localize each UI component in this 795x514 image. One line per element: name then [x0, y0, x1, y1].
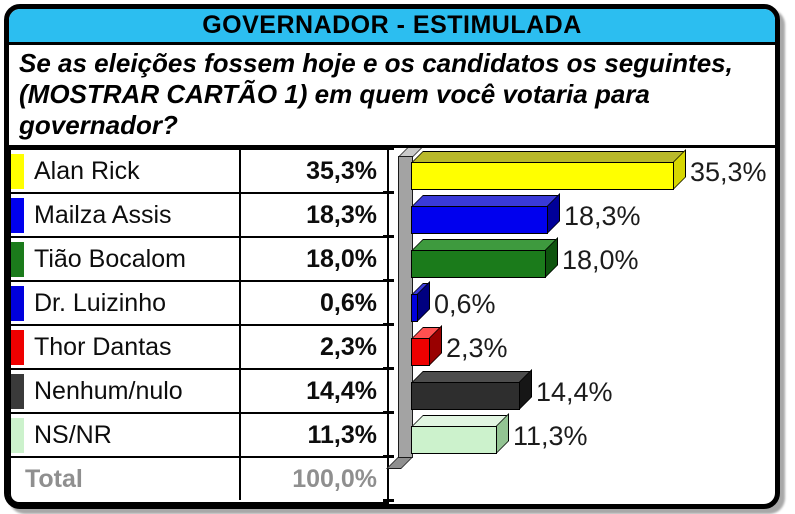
table-row: Thor Dantas 2,3%: [11, 326, 387, 370]
candidate-name: Mailza Assis: [34, 200, 172, 229]
table-row: Dr. Luizinho 0,6%: [11, 282, 387, 326]
candidate-value: 2,3%: [320, 332, 377, 361]
bar-chart: 35,3% 18,3% 18,0% 0,6% 2,3% 14,4% 11,3%: [383, 148, 775, 504]
color-swatch: [11, 197, 24, 233]
candidate-name-cell: Total: [11, 458, 241, 500]
bar: [411, 206, 548, 234]
candidate-name: Nenhum/nulo: [34, 376, 183, 405]
bar-value-label: 2,3%: [446, 333, 508, 363]
color-swatch: [11, 241, 24, 277]
candidate-name: NS/NR: [34, 420, 112, 449]
table-row: Mailza Assis 18,3%: [11, 194, 387, 238]
bar: [411, 338, 430, 366]
color-swatch: [11, 373, 24, 409]
candidate-name: Tião Bocalom: [34, 244, 186, 273]
axis-tick: [383, 235, 394, 238]
candidate-value: 0,6%: [320, 288, 377, 317]
bar-value-label: 18,3%: [564, 201, 641, 231]
bar: [411, 426, 497, 454]
axis-tick: [383, 499, 394, 502]
axis-tick: [383, 191, 394, 194]
candidate-name-cell: NS/NR: [11, 414, 241, 456]
candidate-value: 14,4%: [306, 376, 377, 405]
axis-tick: [383, 455, 394, 458]
results-content: Alan Rick 35,3% Mailza Assis 18,3% Tião Boca…: [9, 148, 775, 504]
page-title: GOVERNADOR - ESTIMULADA: [202, 11, 582, 39]
bar: [411, 162, 674, 190]
candidate-name: Alan Rick: [34, 156, 140, 185]
candidate-name: Dr. Luizinho: [34, 288, 167, 317]
axis-tick: [383, 148, 394, 150]
axis-tick: [383, 411, 394, 414]
survey-question: Se as eleições fossem hoje e os candidat…: [9, 45, 775, 148]
candidate-name-cell: Dr. Luizinho: [11, 282, 241, 324]
axis-tick: [383, 279, 394, 282]
candidate-value: 18,0%: [306, 244, 377, 273]
table-row: Alan Rick 35,3%: [11, 150, 387, 194]
card-header: GOVERNADOR - ESTIMULADA: [9, 9, 775, 45]
poll-card: GOVERNADOR - ESTIMULADA Se as eleições f…: [4, 4, 780, 509]
axis-bottom-foot: [386, 457, 413, 469]
color-swatch: [11, 329, 24, 365]
candidate-value: 100,0%: [292, 464, 377, 493]
candidate-name-cell: Nenhum/nulo: [11, 370, 241, 412]
bar: [411, 294, 418, 322]
bar-value-label: 0,6%: [434, 289, 496, 319]
bar-value-label: 35,3%: [690, 157, 767, 187]
bar-value-label: 14,4%: [536, 377, 613, 407]
table-row: NS/NR 11,3%: [11, 414, 387, 458]
candidate-name-cell: Thor Dantas: [11, 326, 241, 368]
table-row-total: Total 100,0%: [11, 458, 387, 500]
bar: [411, 382, 520, 410]
candidate-value: 11,3%: [307, 420, 377, 449]
candidate-name: Thor Dantas: [34, 332, 172, 361]
color-swatch: [11, 153, 24, 189]
table-row: Nenhum/nulo 14,4%: [11, 370, 387, 414]
bar: [411, 250, 546, 278]
candidate-name: Total: [25, 464, 83, 493]
candidate-name-cell: Mailza Assis: [11, 194, 241, 236]
color-swatch: [11, 285, 24, 321]
results-table: Alan Rick 35,3% Mailza Assis 18,3% Tião Boca…: [9, 148, 389, 504]
candidate-value: 35,3%: [306, 156, 377, 185]
swatch-spacer: [11, 462, 15, 497]
color-swatch: [11, 417, 24, 453]
bar-value-label: 18,0%: [562, 245, 639, 275]
candidate-value: 18,3%: [306, 200, 377, 229]
axis-tick: [383, 323, 394, 326]
axis-tick: [383, 367, 394, 370]
table-row: Tião Bocalom 18,0%: [11, 238, 387, 282]
candidate-name-cell: Tião Bocalom: [11, 238, 241, 280]
bar-value-label: 11,3%: [513, 421, 588, 451]
candidate-name-cell: Alan Rick: [11, 150, 241, 192]
